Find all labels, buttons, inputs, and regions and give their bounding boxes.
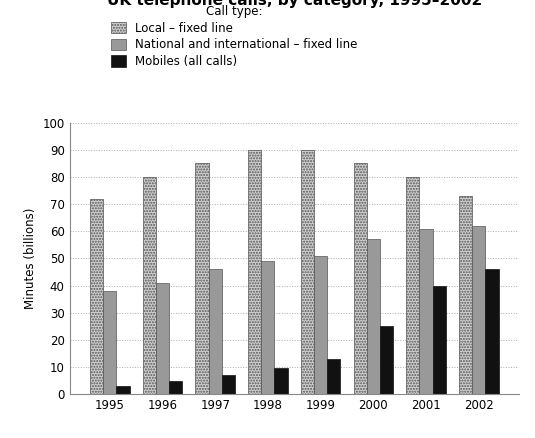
Bar [314, 256, 327, 394]
Bar [327, 359, 340, 394]
Bar [169, 381, 182, 394]
Bar [261, 261, 274, 394]
Bar [103, 291, 116, 394]
Bar [301, 150, 314, 394]
Bar [116, 386, 129, 394]
Bar [419, 229, 433, 394]
Bar [248, 150, 261, 394]
Bar [222, 375, 235, 394]
Bar [472, 226, 485, 394]
Bar [459, 196, 472, 394]
Bar [90, 199, 103, 394]
Bar [366, 240, 380, 394]
Bar [209, 269, 222, 394]
Bar [433, 286, 446, 394]
Bar [274, 368, 288, 394]
Legend: Local – fixed line, National and international – fixed line, Mobiles (all calls): Local – fixed line, National and interna… [111, 5, 357, 68]
Bar [354, 163, 366, 394]
Bar [195, 163, 209, 394]
Bar [406, 177, 419, 394]
Bar [380, 326, 393, 394]
Y-axis label: Minutes (billions): Minutes (billions) [24, 208, 37, 309]
Bar [156, 283, 169, 394]
Bar [485, 269, 499, 394]
Title: UK telephone calls, by category, 1995–2002: UK telephone calls, by category, 1995–20… [106, 0, 482, 7]
Bar [143, 177, 156, 394]
